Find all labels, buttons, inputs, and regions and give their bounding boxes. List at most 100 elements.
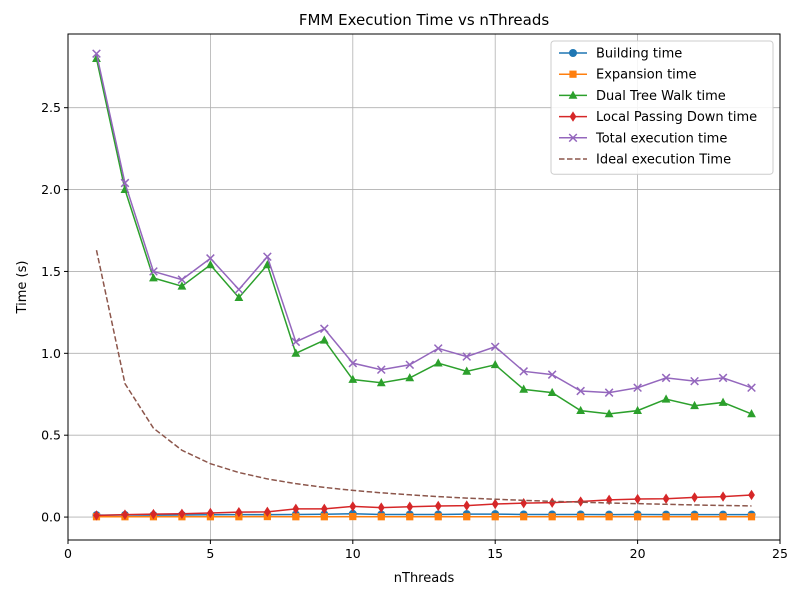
data-point bbox=[319, 324, 329, 334]
x-tick-label: 0 bbox=[64, 546, 72, 561]
data-point bbox=[548, 513, 556, 521]
series-4 bbox=[92, 49, 756, 397]
legend-label: Total execution time bbox=[595, 131, 727, 146]
legend-label: Building time bbox=[596, 47, 682, 62]
legend-label: Dual Tree Walk time bbox=[596, 89, 726, 104]
series-5 bbox=[95, 250, 752, 507]
data-point bbox=[547, 387, 557, 397]
data-point bbox=[747, 409, 756, 418]
data-point bbox=[149, 267, 158, 276]
data-point bbox=[462, 366, 472, 375]
legend-label: Ideal execution Time bbox=[596, 153, 731, 168]
legend-item: Ideal execution Time bbox=[559, 153, 731, 168]
data-point bbox=[92, 53, 101, 62]
data-point bbox=[349, 501, 357, 512]
data-point bbox=[520, 513, 528, 521]
data-point bbox=[491, 498, 499, 510]
x-tick-label: 15 bbox=[487, 546, 503, 561]
data-point bbox=[747, 513, 756, 521]
data-point bbox=[690, 376, 699, 386]
data-point bbox=[149, 273, 158, 282]
legend-item: Total execution time bbox=[559, 131, 727, 146]
grid-lines bbox=[67, 34, 781, 540]
data-point bbox=[662, 513, 670, 521]
series-group bbox=[92, 49, 756, 521]
data-point bbox=[633, 383, 642, 393]
data-point bbox=[405, 373, 415, 382]
data-point bbox=[547, 370, 557, 379]
data-point bbox=[262, 260, 272, 269]
data-point bbox=[348, 374, 358, 383]
data-point bbox=[490, 342, 500, 352]
data-point bbox=[177, 275, 187, 284]
data-point bbox=[434, 500, 442, 512]
series-3 bbox=[93, 489, 755, 521]
data-point bbox=[748, 489, 755, 501]
data-point bbox=[235, 506, 243, 518]
legend-marker bbox=[569, 70, 577, 78]
data-point bbox=[177, 281, 187, 290]
y-tick-label: 0.0 bbox=[41, 510, 61, 525]
data-point bbox=[604, 388, 614, 397]
data-point bbox=[577, 496, 585, 507]
data-point bbox=[718, 373, 728, 383]
legend-label: Expansion time bbox=[596, 68, 696, 83]
data-point bbox=[747, 383, 756, 393]
x-tick-label: 10 bbox=[345, 546, 361, 561]
legend-marker bbox=[568, 133, 578, 143]
data-point bbox=[433, 344, 443, 353]
data-point bbox=[291, 348, 301, 357]
data-point bbox=[576, 386, 585, 396]
data-point bbox=[548, 497, 556, 508]
data-point bbox=[519, 384, 529, 393]
legend: Building time Expansion time Dual Tree Wal… bbox=[550, 40, 774, 175]
data-point bbox=[406, 513, 414, 521]
data-point bbox=[376, 365, 386, 375]
data-point bbox=[405, 360, 415, 370]
plot-frame bbox=[67, 33, 781, 541]
data-point bbox=[490, 359, 500, 369]
data-point bbox=[433, 358, 443, 367]
series-line bbox=[96, 494, 752, 517]
data-point bbox=[120, 178, 130, 188]
x-tick-label: 20 bbox=[630, 546, 646, 561]
data-point bbox=[463, 513, 471, 521]
data-point bbox=[690, 400, 699, 410]
x-tick-label: 25 bbox=[772, 546, 788, 561]
data-point bbox=[519, 367, 529, 376]
legend-item: Expansion time bbox=[559, 68, 696, 83]
data-point bbox=[319, 335, 329, 344]
data-point bbox=[634, 513, 642, 521]
legend-marker bbox=[568, 90, 578, 99]
legend-item: Building time bbox=[559, 47, 682, 62]
data-point bbox=[292, 513, 300, 521]
axis-ticks: 0 5 10 15 20 25 0.0 0.5 1.0 1.5 2.0 2.5 bbox=[41, 100, 788, 561]
legend-box bbox=[550, 40, 774, 175]
data-point bbox=[150, 508, 157, 520]
data-point bbox=[691, 492, 698, 503]
data-point bbox=[462, 352, 472, 361]
data-point bbox=[349, 512, 357, 521]
data-point bbox=[320, 513, 328, 521]
data-point bbox=[491, 513, 499, 521]
data-point bbox=[320, 503, 328, 515]
series-line bbox=[95, 53, 752, 394]
data-point bbox=[719, 491, 727, 502]
data-point bbox=[121, 509, 129, 520]
x-axis-label: nThreads bbox=[394, 571, 455, 586]
data-point bbox=[406, 501, 414, 512]
data-point bbox=[93, 510, 100, 521]
data-point bbox=[263, 252, 272, 262]
legend-item: Dual Tree Walk time bbox=[559, 89, 726, 104]
data-point bbox=[577, 513, 585, 521]
data-point bbox=[348, 358, 358, 368]
legend-item: Local Passing Down time bbox=[559, 110, 757, 125]
x-tick-label: 5 bbox=[206, 546, 214, 561]
y-tick-label: 1.5 bbox=[41, 264, 61, 279]
data-point bbox=[234, 285, 244, 294]
chart-title: FMM Execution Time vs nThreads bbox=[299, 11, 550, 29]
y-tick-label: 1.0 bbox=[41, 346, 61, 361]
series-1 bbox=[92, 512, 756, 521]
y-tick-label: 2.0 bbox=[41, 182, 61, 197]
